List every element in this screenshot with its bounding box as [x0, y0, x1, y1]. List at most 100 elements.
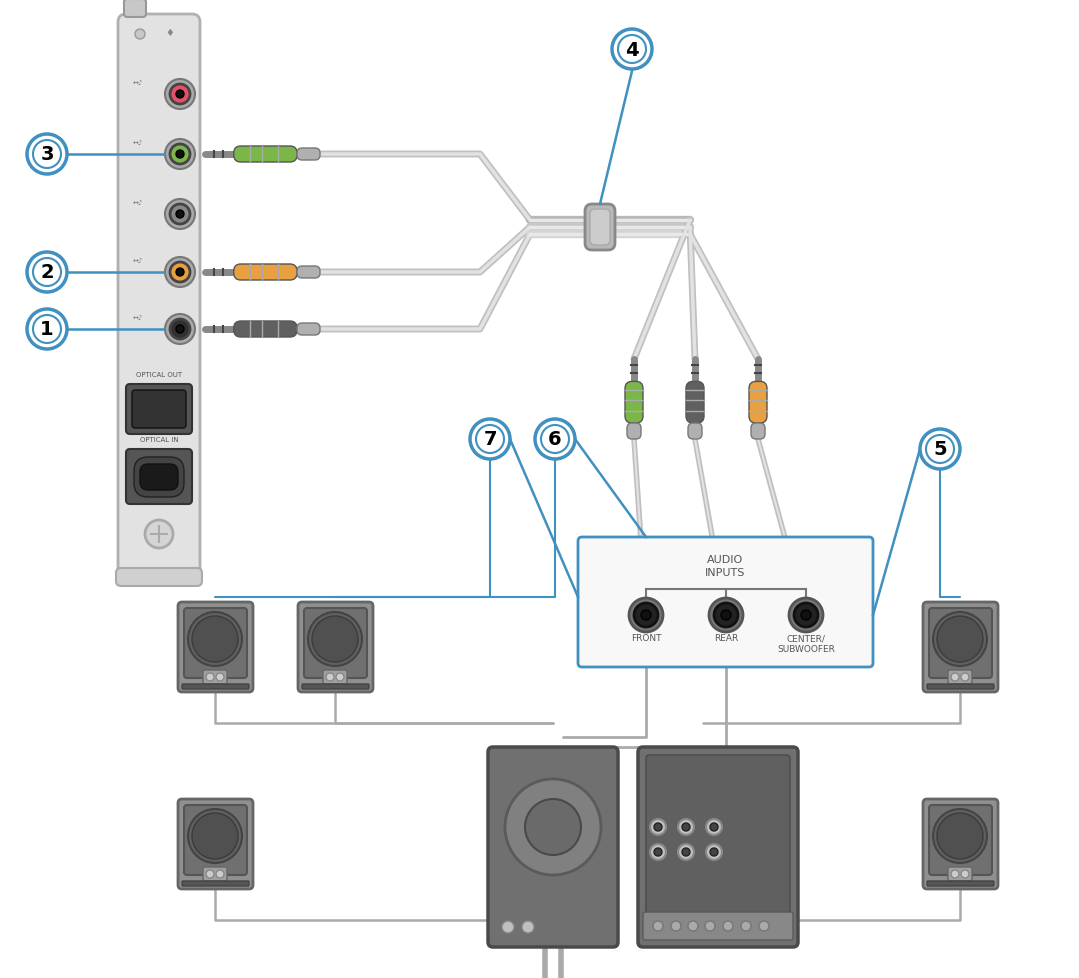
Circle shape [759, 921, 769, 931]
Text: OPTICAL OUT: OPTICAL OUT [136, 372, 182, 378]
Circle shape [961, 673, 969, 682]
Circle shape [33, 316, 62, 343]
FancyBboxPatch shape [185, 805, 247, 875]
Circle shape [176, 151, 185, 158]
FancyBboxPatch shape [923, 602, 998, 692]
Circle shape [789, 599, 823, 633]
Circle shape [794, 603, 818, 627]
FancyBboxPatch shape [929, 608, 992, 679]
Circle shape [951, 870, 959, 878]
Circle shape [654, 848, 663, 856]
Text: 2: 2 [40, 263, 54, 283]
Circle shape [135, 30, 145, 40]
Circle shape [634, 603, 658, 627]
FancyBboxPatch shape [134, 458, 185, 498]
FancyBboxPatch shape [178, 799, 252, 889]
Circle shape [710, 848, 718, 856]
FancyBboxPatch shape [117, 568, 202, 587]
FancyBboxPatch shape [234, 322, 297, 337]
Circle shape [705, 921, 715, 931]
Text: ↔♪: ↔♪ [133, 140, 144, 146]
FancyBboxPatch shape [182, 881, 249, 886]
Text: REAR: REAR [714, 634, 738, 643]
Text: 5: 5 [933, 440, 946, 459]
FancyBboxPatch shape [126, 384, 192, 434]
Circle shape [176, 269, 185, 277]
Circle shape [206, 870, 214, 878]
FancyBboxPatch shape [590, 210, 610, 245]
FancyBboxPatch shape [643, 912, 793, 940]
FancyBboxPatch shape [124, 0, 146, 18]
Circle shape [920, 429, 960, 469]
Circle shape [541, 425, 569, 454]
Text: SUBWOOFER: SUBWOOFER [777, 645, 835, 654]
Circle shape [165, 315, 195, 344]
Circle shape [706, 844, 722, 860]
FancyBboxPatch shape [298, 602, 373, 692]
Circle shape [170, 204, 190, 225]
Circle shape [650, 844, 666, 860]
FancyBboxPatch shape [929, 805, 992, 875]
FancyBboxPatch shape [646, 755, 790, 915]
FancyBboxPatch shape [488, 747, 618, 947]
Circle shape [741, 921, 751, 931]
FancyBboxPatch shape [297, 267, 320, 279]
Circle shape [671, 921, 681, 931]
Circle shape [723, 921, 733, 931]
Circle shape [961, 870, 969, 878]
Circle shape [476, 425, 504, 454]
Circle shape [170, 85, 190, 105]
Circle shape [176, 91, 185, 99]
FancyBboxPatch shape [585, 204, 615, 250]
FancyBboxPatch shape [297, 324, 320, 335]
Text: CENTER/: CENTER/ [787, 634, 825, 643]
Circle shape [505, 779, 601, 875]
Circle shape [188, 612, 242, 666]
Text: ↔♪: ↔♪ [133, 315, 144, 321]
Circle shape [170, 145, 190, 165]
Text: ↔♪: ↔♪ [133, 200, 144, 205]
FancyBboxPatch shape [923, 799, 998, 889]
FancyBboxPatch shape [126, 450, 192, 505]
FancyBboxPatch shape [118, 15, 200, 585]
FancyBboxPatch shape [927, 685, 994, 689]
Circle shape [682, 823, 689, 831]
Circle shape [27, 135, 67, 175]
Circle shape [192, 813, 238, 859]
Circle shape [27, 310, 67, 350]
Circle shape [653, 921, 663, 931]
Text: ♦: ♦ [165, 28, 175, 38]
Circle shape [937, 616, 983, 662]
FancyBboxPatch shape [234, 147, 297, 162]
Circle shape [470, 420, 510, 460]
FancyBboxPatch shape [323, 670, 347, 685]
Circle shape [33, 259, 62, 287]
Circle shape [926, 435, 954, 464]
Circle shape [951, 673, 959, 682]
FancyBboxPatch shape [749, 382, 767, 423]
FancyBboxPatch shape [625, 382, 643, 423]
Circle shape [612, 30, 652, 70]
Circle shape [525, 799, 581, 855]
FancyBboxPatch shape [638, 747, 798, 947]
Circle shape [641, 610, 651, 620]
Circle shape [216, 673, 224, 682]
FancyBboxPatch shape [688, 423, 702, 439]
FancyBboxPatch shape [178, 602, 252, 692]
Text: ↔♪: ↔♪ [133, 258, 144, 264]
Text: OPTICAL IN: OPTICAL IN [139, 436, 178, 443]
Circle shape [165, 258, 195, 288]
Circle shape [216, 870, 224, 878]
Text: ↔♪: ↔♪ [133, 80, 144, 86]
Circle shape [308, 612, 361, 666]
FancyBboxPatch shape [182, 685, 249, 689]
Circle shape [654, 823, 663, 831]
Circle shape [170, 263, 190, 283]
Text: 4: 4 [625, 40, 639, 60]
FancyBboxPatch shape [304, 608, 367, 679]
Circle shape [326, 673, 334, 682]
Circle shape [709, 599, 743, 633]
Circle shape [721, 610, 730, 620]
Circle shape [206, 673, 214, 682]
Circle shape [678, 844, 694, 860]
